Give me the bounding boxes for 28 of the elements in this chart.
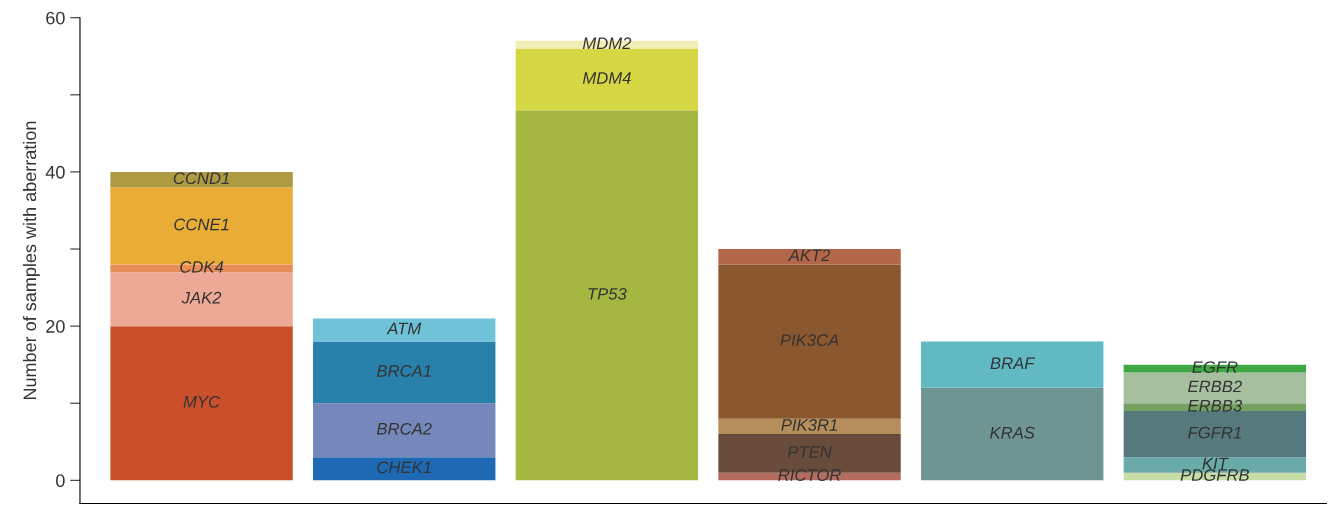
series-label: ERBB3: [1188, 399, 1243, 412]
series-label: BRAF: [990, 357, 1036, 369]
y-tick-label: 40: [45, 165, 65, 179]
series-label: RICTOR: [778, 469, 841, 481]
series-label: KIT: [1202, 457, 1229, 470]
series-label: ERBB2: [1188, 380, 1242, 393]
series-label: MYC: [183, 395, 221, 408]
series-label: TP53: [588, 287, 627, 300]
series-label: ATM: [386, 322, 422, 335]
series-label: FGFR1: [1188, 426, 1241, 439]
series-label: CCNE1: [174, 218, 229, 231]
series-label: MDM2: [582, 37, 632, 50]
series-label: PDGFRB: [1180, 469, 1250, 481]
series-label: CDK4: [180, 260, 224, 273]
series-label: AKT2: [787, 249, 831, 262]
series-label: BRCA2: [376, 422, 432, 435]
series-label: PIK3CA: [780, 334, 839, 347]
y-tick-label: 0: [56, 474, 65, 488]
series-label: JAK2: [181, 291, 222, 304]
series-label: CCND1: [173, 172, 229, 185]
series-label: CHEK1: [377, 461, 431, 474]
series-label: BRCA1: [376, 365, 431, 377]
y-tick-label: 20: [46, 320, 65, 333]
series-label: KRAS: [990, 426, 1035, 439]
series-label: PIK3R1: [781, 419, 837, 431]
y-tick-label: 60: [46, 11, 65, 25]
y-axis-title: Number of samples with aberration: [22, 121, 40, 400]
series-label: MDM4: [582, 72, 631, 84]
